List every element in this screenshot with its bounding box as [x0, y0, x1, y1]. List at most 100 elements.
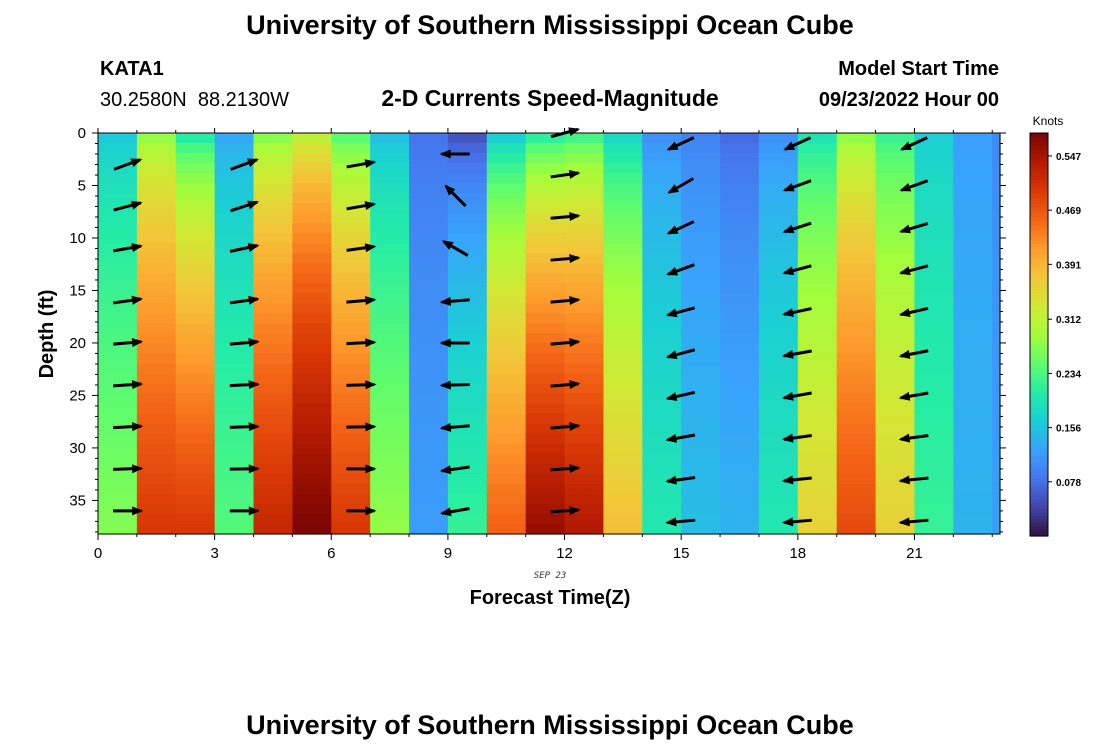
heatmap-cell	[836, 523, 877, 535]
heatmap-cell	[758, 353, 799, 365]
colorbar-swatch	[1030, 274, 1048, 279]
heatmap-cell	[175, 263, 216, 274]
heatmap-cell	[720, 283, 760, 294]
heatmap-cell	[836, 293, 877, 305]
heatmap-cell	[953, 503, 993, 515]
heatmap-cell	[758, 143, 799, 154]
heatmap-cell	[331, 163, 371, 174]
heatmap-cell	[292, 403, 332, 415]
colorbar-swatch	[1030, 240, 1048, 245]
heatmap-cell	[292, 263, 332, 274]
heatmap-cell	[914, 403, 954, 415]
heatmap-cell	[214, 363, 255, 375]
colorbar-swatch	[1030, 166, 1048, 171]
colorbar-swatch	[1030, 522, 1048, 527]
heatmap-cell	[758, 483, 799, 495]
current-vector	[230, 158, 259, 171]
heatmap-cell	[875, 163, 916, 174]
heatmap-cell	[409, 363, 449, 375]
heatmap-cell	[603, 173, 643, 184]
heatmap-cell	[214, 433, 255, 445]
colorbar-swatch	[1030, 253, 1048, 258]
y-tick: 35	[69, 492, 1006, 509]
heatmap-cell	[447, 223, 488, 234]
heatmap-cell	[836, 163, 877, 174]
heatmap-cell	[875, 333, 916, 345]
heatmap-cell	[486, 163, 527, 174]
colorbar-swatch	[1030, 294, 1048, 299]
y-tick: 20	[69, 335, 1006, 352]
heatmap-cell	[953, 203, 993, 214]
x-tick: 15	[673, 128, 690, 562]
heatmap-cell	[409, 473, 449, 485]
heatmap-cell	[914, 503, 954, 515]
heatmap-cell	[564, 173, 605, 184]
heatmap-cell	[797, 143, 838, 154]
heatmap-cell	[875, 193, 916, 204]
heatmap-cell	[603, 233, 643, 244]
heatmap-cell	[214, 153, 255, 164]
colorbar-swatch	[1030, 468, 1048, 473]
model-start-value: 09/23/2022 Hour 00	[819, 89, 999, 111]
heatmap-cell	[136, 363, 177, 375]
current-vector	[550, 254, 581, 264]
heatmap-cell	[331, 303, 371, 315]
colorbar-swatch	[1030, 512, 1048, 517]
heatmap-cell	[486, 193, 527, 204]
heatmap-cell	[136, 173, 177, 184]
heatmap-cell	[836, 433, 877, 445]
heatmap-cell	[98, 423, 138, 435]
heatmap-cell	[875, 213, 916, 224]
heatmap-cell	[914, 453, 954, 465]
current-vector	[229, 338, 260, 347]
heatmap-cell	[253, 243, 293, 254]
heatmap-cell	[758, 303, 799, 315]
heatmap-cell	[214, 303, 255, 315]
heatmap-cell	[409, 213, 449, 224]
colorbar-swatch	[1030, 156, 1048, 161]
heatmap-cell	[214, 443, 255, 455]
current-vector	[665, 517, 696, 527]
colorbar-swatch	[1030, 532, 1048, 537]
heatmap-cell	[253, 433, 293, 445]
heatmap-cell	[875, 463, 916, 475]
heatmap-cell	[253, 203, 293, 214]
heatmap-cell	[914, 383, 954, 395]
heatmap-cell	[98, 403, 138, 415]
heatmap-cell	[681, 463, 721, 475]
heatmap-cell	[875, 343, 916, 355]
heatmap-cell	[409, 333, 449, 345]
heatmap-cell	[253, 513, 293, 525]
heatmap-cell	[564, 243, 605, 254]
heatmap-cell	[836, 273, 877, 284]
heatmap-cell	[370, 203, 410, 214]
heatmap-cell	[447, 443, 488, 455]
heatmap-cell	[447, 323, 488, 335]
heatmap-cell	[681, 203, 721, 214]
heatmap-cell	[564, 313, 605, 325]
heatmap-cell	[797, 323, 838, 335]
heatmap-cell	[136, 393, 177, 405]
heatmap-cell	[136, 403, 177, 415]
heatmap-cell	[642, 163, 682, 174]
heatmap-cell	[603, 273, 643, 284]
heatmap-cell	[253, 313, 293, 325]
heatmap-cell	[409, 463, 449, 475]
colorbar-swatch	[1030, 519, 1048, 524]
svg-text:30: 30	[69, 440, 86, 457]
heatmap-cell	[797, 313, 838, 325]
heatmap-cell	[681, 373, 721, 385]
heatmap-cell	[331, 363, 371, 375]
heatmap-cell	[797, 493, 838, 505]
heatmap-cell	[603, 253, 643, 264]
heatmap-cell	[564, 373, 605, 385]
current-vector	[550, 338, 581, 347]
current-vector	[113, 506, 144, 516]
heatmap-cell	[642, 253, 682, 264]
heatmap-cell	[175, 433, 216, 445]
heatmap-cell	[409, 403, 449, 415]
heatmap-cell	[603, 453, 643, 465]
heatmap-cell	[797, 513, 838, 525]
current-vector	[346, 422, 377, 432]
colorbar-swatch	[1030, 475, 1048, 480]
